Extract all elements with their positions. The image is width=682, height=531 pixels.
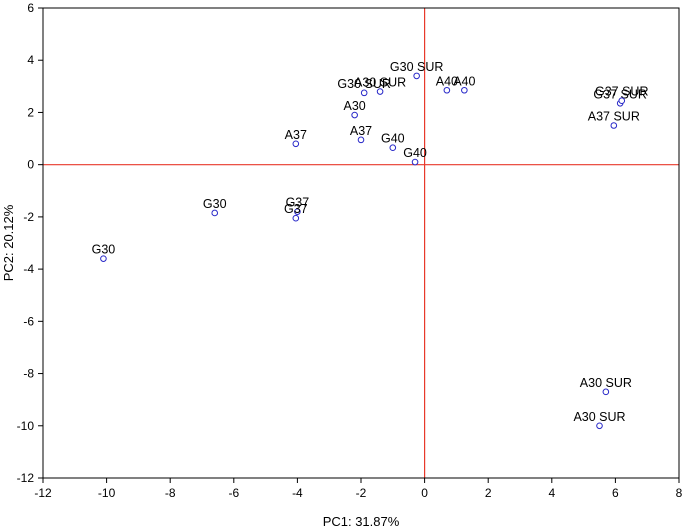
data-point xyxy=(411,158,419,166)
data-point xyxy=(357,136,365,144)
x-tick-label: 8 xyxy=(676,486,682,500)
data-point xyxy=(376,88,384,95)
data-point xyxy=(211,209,219,217)
x-tick-label: -6 xyxy=(228,486,239,500)
axis-ticks: -12 -10 -8 -6 -4 -2 0 2 4 6 8 -12 -10 -8 -6 -4 -2 0 2 4 6 xyxy=(17,1,682,500)
x-tick-label: -2 xyxy=(356,486,367,500)
data-point xyxy=(602,388,610,396)
data-point-label: A30 SUR xyxy=(354,76,406,90)
y-tick-label: -8 xyxy=(23,367,34,381)
y-tick-label: -4 xyxy=(23,262,34,276)
data-point-label: A30 xyxy=(344,99,366,113)
data-point-label: G30 xyxy=(92,243,116,257)
x-tick-label: 4 xyxy=(548,486,555,500)
x-tick-label: 0 xyxy=(421,486,428,500)
y-tick-label: -12 xyxy=(17,471,35,485)
y-tick-label: -6 xyxy=(23,314,34,328)
data-point-label: A30 SUR xyxy=(573,410,625,424)
y-axis-title: PC2: 20.12% xyxy=(1,204,16,281)
x-tick-label: -12 xyxy=(34,486,52,500)
y-tick-label: 0 xyxy=(27,158,34,172)
data-point xyxy=(351,111,358,119)
data-point-label: G37 xyxy=(284,202,308,216)
data-point xyxy=(292,214,300,222)
data-point-label: A37 SUR xyxy=(588,110,640,124)
data-point xyxy=(292,140,300,148)
data-point xyxy=(610,122,618,129)
data-point-label: A37 xyxy=(285,128,307,142)
data-point xyxy=(360,89,368,97)
data-point-label: G37 xyxy=(286,196,310,210)
reference-lines xyxy=(43,8,679,478)
y-tick-label: 4 xyxy=(27,53,34,67)
data-point-label: G30 xyxy=(203,197,227,211)
data-point xyxy=(413,72,420,80)
data-point xyxy=(618,97,626,104)
data-point xyxy=(294,208,301,215)
data-point-label: G40 xyxy=(381,132,405,146)
data-point xyxy=(443,86,451,94)
x-tick-label: 6 xyxy=(612,486,619,500)
data-point-label: A40 xyxy=(453,74,475,88)
data-point-label: A30 SUR xyxy=(580,376,632,390)
x-tick-label: 2 xyxy=(485,486,492,500)
data-point xyxy=(389,144,397,151)
x-tick-label: -4 xyxy=(292,486,303,500)
data-point-label: G30 SUR xyxy=(337,77,391,91)
data-point-label: G37 SUR xyxy=(595,85,649,99)
data-point-label: G40 xyxy=(403,146,427,160)
x-tick-label: -8 xyxy=(165,486,176,500)
y-tick-label: -2 xyxy=(23,210,34,224)
data-point-label: G37 SUR xyxy=(593,87,647,101)
data-point xyxy=(596,422,603,430)
y-tick-label: 6 xyxy=(27,1,34,15)
data-point xyxy=(461,86,468,94)
y-tick-label: 2 xyxy=(27,105,34,119)
data-point-label: A37 xyxy=(350,124,372,138)
x-axis-title: PC1: 31.87% xyxy=(323,514,400,529)
x-tick-label: -10 xyxy=(98,486,116,500)
data-point-label: G30 SUR xyxy=(390,60,444,74)
y-tick-label: -10 xyxy=(17,419,35,433)
data-point-label: A40 xyxy=(436,74,458,88)
data-point xyxy=(100,255,107,262)
